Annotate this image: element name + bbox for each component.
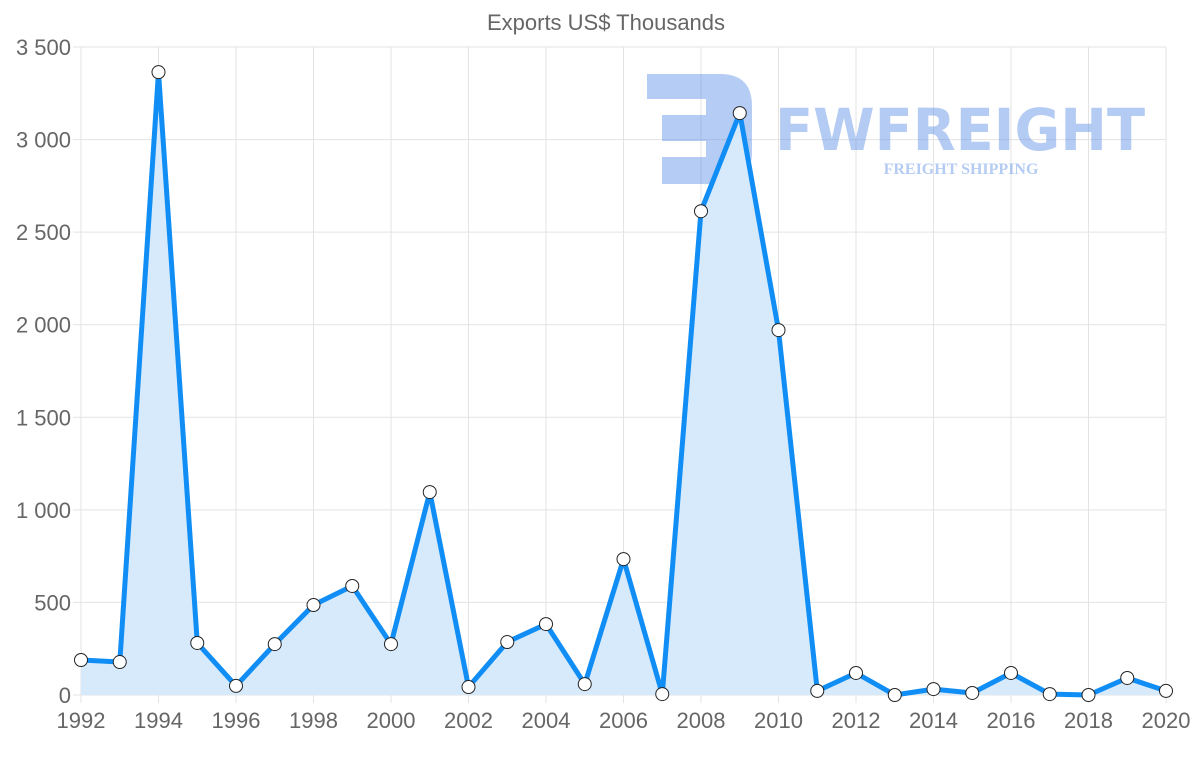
data-point: [926, 682, 941, 697]
data-point: [1120, 670, 1135, 685]
data-point: [849, 665, 863, 680]
x-tick-label: 2014: [909, 708, 958, 733]
x-tick-label: 2018: [1064, 708, 1113, 733]
data-point: [616, 552, 631, 567]
data-point: [461, 680, 476, 695]
data-point: [732, 106, 747, 121]
y-tick-label: 1 500: [16, 405, 71, 430]
x-tick-label: 1994: [134, 708, 183, 733]
y-tick-label: 500: [34, 590, 71, 615]
x-tick-label: 2020: [1142, 708, 1191, 733]
data-point: [810, 683, 825, 698]
y-tick-label: 2 500: [16, 220, 71, 245]
data-point: [694, 204, 708, 219]
x-tick-label: 1998: [289, 708, 338, 733]
data-point: [74, 653, 88, 668]
x-tick-label: 2004: [522, 708, 571, 733]
x-tick-label: 2006: [599, 708, 648, 733]
y-tick-label: 3 000: [16, 128, 71, 153]
series-area-fill: [81, 72, 1166, 695]
watermark-tagline: FREIGHT SHIPPING: [884, 161, 1039, 178]
y-tick-label: 0: [59, 683, 71, 708]
data-point: [306, 598, 321, 613]
watermark-logo: FWFREIGHT FREIGHT SHIPPING: [647, 74, 1145, 184]
x-tick-label: 2000: [367, 708, 416, 733]
data-point: [229, 678, 243, 693]
data-point: [1042, 687, 1057, 702]
x-tick-label: 2008: [677, 708, 726, 733]
data-point: [577, 677, 592, 692]
data-point: [267, 637, 282, 652]
data-point: [1081, 688, 1096, 702]
data-point: [655, 687, 670, 702]
data-point: [965, 685, 980, 700]
x-tick-label: 1996: [212, 708, 261, 733]
data-point: [539, 617, 553, 632]
chart-title: Exports US$ Thousands: [487, 10, 725, 35]
data-point: [1159, 683, 1173, 698]
x-tick-label: 2016: [987, 708, 1036, 733]
data-point: [887, 688, 902, 702]
x-tick-label: 1992: [57, 708, 106, 733]
y-tick-label: 1 000: [16, 498, 71, 523]
x-tick-label: 2012: [832, 708, 881, 733]
data-point: [151, 65, 166, 80]
y-tick-label: 3 500: [16, 35, 71, 60]
y-tick-label: 2 000: [16, 313, 71, 338]
data-point: [384, 637, 398, 652]
data-point: [1004, 665, 1018, 680]
x-tick-label: 2002: [444, 708, 493, 733]
data-point: [422, 485, 437, 500]
data-point: [112, 655, 127, 670]
watermark-brand: FWFREIGHT: [775, 96, 1145, 164]
x-tick-label: 2010: [754, 708, 803, 733]
data-point: [190, 635, 205, 650]
data-point: [771, 323, 786, 338]
data-point: [345, 578, 360, 593]
data-point: [500, 635, 515, 650]
